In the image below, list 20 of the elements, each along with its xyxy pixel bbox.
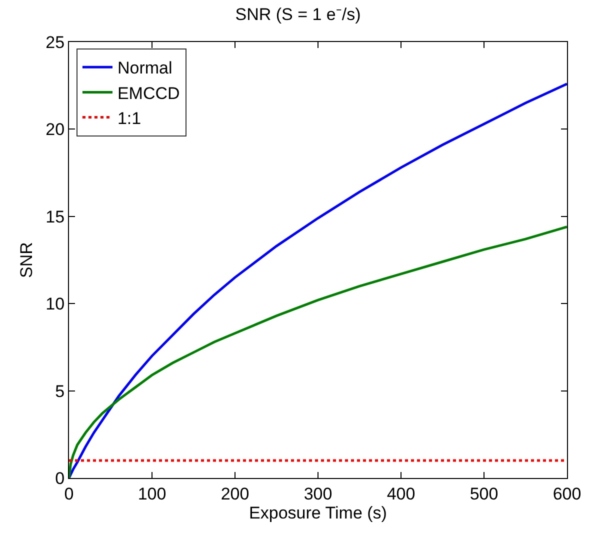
x-tick-label: 600 <box>552 484 582 504</box>
y-tick-label: 20 <box>46 120 65 140</box>
y-tick-label: 5 <box>55 382 65 401</box>
x-tick-label: 300 <box>304 484 332 504</box>
x-tick-label: 400 <box>386 484 416 504</box>
legend-label: Normal <box>117 58 172 78</box>
y-axis-title: SNR <box>17 242 36 278</box>
y-tick-label: 15 <box>46 207 65 226</box>
x-tick-label: 100 <box>138 484 166 504</box>
y-tick-label: 0 <box>55 468 65 488</box>
line-series <box>69 82 567 478</box>
x-tick-label: 200 <box>220 484 250 504</box>
y-tick-label: 10 <box>46 294 65 314</box>
chart-title: SNR (S = 1 e⁻/s) <box>235 4 361 24</box>
legend-label: 1:1 <box>117 108 142 128</box>
line-series <box>69 226 567 478</box>
x-axis-title: Exposure Time (s) <box>249 503 387 522</box>
x-tick-label: 500 <box>470 484 498 504</box>
legend-label: EMCCD <box>117 84 180 103</box>
y-tick-label: 25 <box>46 32 65 52</box>
